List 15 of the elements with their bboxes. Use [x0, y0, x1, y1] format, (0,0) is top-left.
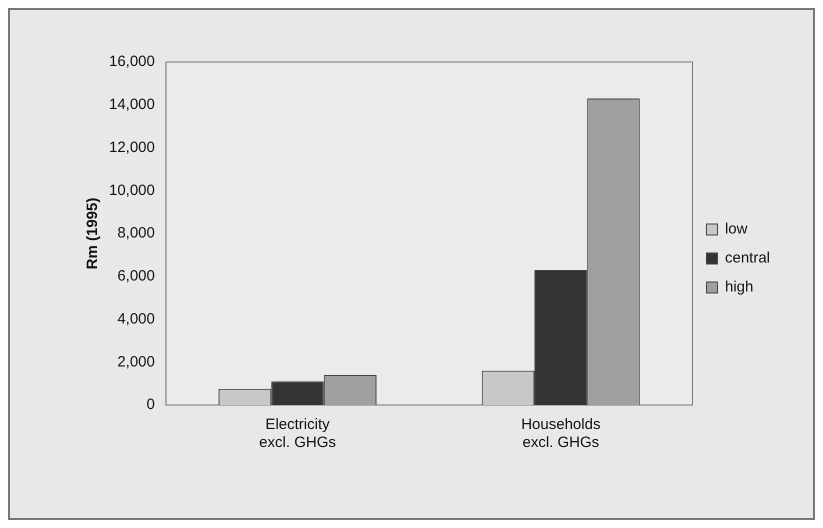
y-tick-label: 12,000 — [108, 138, 155, 156]
x-tick-label: Electricity excl. GHGs — [259, 416, 336, 452]
x-tick-label: Households excl. GHGs — [521, 416, 600, 452]
y-tick-label: 6,000 — [117, 268, 155, 285]
legend-label: high — [724, 278, 754, 296]
y-tick-label: 0 — [146, 396, 155, 414]
y-tick-label: 8,000 — [117, 224, 155, 242]
legend-label: low — [724, 220, 748, 238]
y-tick-label: 10,000 — [108, 182, 155, 199]
y-axis-title: Rm (1995) — [84, 198, 102, 270]
y-tick-label: 14,000 — [108, 96, 155, 114]
y-tick-label: 4,000 — [117, 310, 155, 328]
legend-label: central — [724, 250, 770, 267]
y-tick-label: 2,000 — [117, 353, 155, 370]
y-tick-label: 16,000 — [108, 53, 155, 70]
